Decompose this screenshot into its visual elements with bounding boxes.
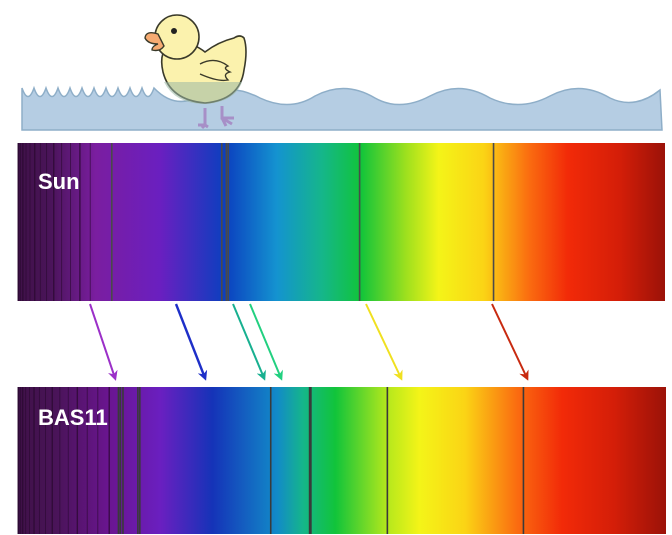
redshift-arrow-red	[491, 303, 529, 381]
duck-beak	[144, 31, 165, 52]
sun-spectrum-band	[18, 143, 665, 301]
sun-absorption-lines	[111, 143, 495, 301]
redshift-arrows	[89, 303, 529, 381]
bas11-violet-fine-lines	[17, 387, 110, 534]
water-surface	[21, 85, 663, 131]
duck-underwater-tint	[164, 82, 242, 104]
duck-foot	[220, 106, 234, 127]
redshift-arrow-blue	[174, 303, 208, 381]
duck-eye	[171, 28, 177, 34]
redshift-arrow-teal	[232, 303, 266, 381]
redshift-arrow-green	[249, 303, 283, 381]
duck-wing	[199, 59, 233, 82]
water-illustration	[21, 85, 663, 131]
redshift-arrow-violet	[89, 303, 118, 381]
bas11-spectrum: BAS11	[17, 387, 666, 534]
bas11-absorption-lines	[117, 387, 525, 534]
sun-spectrum: Sun	[17, 143, 665, 301]
sun-spectrum-label: Sun	[38, 169, 80, 194]
redshift-arrow-yellow	[365, 303, 403, 381]
sun-violet-fine-lines	[17, 143, 91, 301]
duck-head	[154, 14, 200, 60]
rubber-duck-illustration	[144, 14, 247, 130]
bas11-spectrum-band	[18, 387, 666, 534]
bas11-spectrum-label: BAS11	[38, 405, 108, 430]
duck-foot	[198, 108, 209, 130]
